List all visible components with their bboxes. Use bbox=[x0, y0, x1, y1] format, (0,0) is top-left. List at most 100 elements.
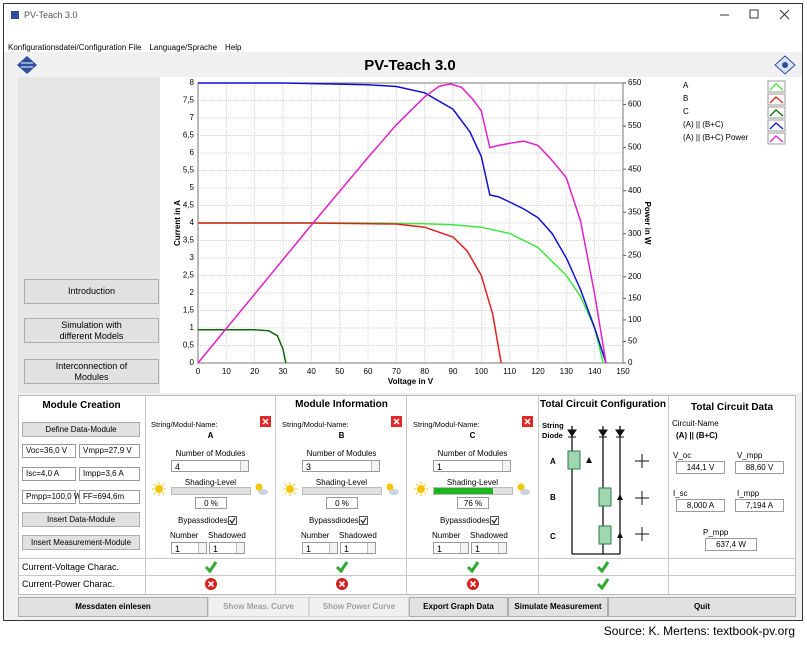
number-value: 1 bbox=[175, 544, 181, 554]
number-input[interactable]: 1 bbox=[302, 542, 338, 554]
spinner bbox=[240, 461, 248, 471]
sun-icon bbox=[414, 482, 428, 496]
x-tick-label: 30 bbox=[279, 367, 288, 376]
shading-track bbox=[433, 487, 513, 495]
close-icon bbox=[522, 416, 533, 427]
row-label: Current-Power Charac. bbox=[22, 579, 115, 589]
count-label: Number of Modules bbox=[437, 449, 508, 458]
number-input[interactable]: 3 bbox=[302, 460, 380, 472]
y2-tick-label: 450 bbox=[628, 164, 642, 173]
legend-label: A bbox=[683, 81, 689, 90]
nav-button[interactable]: Simulation with different Models bbox=[24, 318, 159, 343]
y-tick-label: 4 bbox=[190, 218, 195, 227]
number-input[interactable]: 1 bbox=[433, 542, 469, 554]
circuit-name-label: Circuit-Name bbox=[672, 419, 719, 428]
bypass-checkbox[interactable] bbox=[228, 516, 237, 525]
legend-swatch bbox=[769, 135, 784, 143]
menu-item[interactable]: Help bbox=[225, 43, 242, 52]
series-line bbox=[198, 82, 607, 364]
result-label: I_mpp bbox=[737, 489, 760, 498]
y-tick-label: 3,5 bbox=[183, 236, 195, 245]
column-divider bbox=[406, 396, 407, 594]
bypass-checkbox[interactable] bbox=[359, 516, 368, 525]
legend-swatch-box bbox=[767, 93, 786, 106]
module-name: C bbox=[469, 431, 476, 440]
result-value: 88,60 V bbox=[735, 461, 784, 474]
check-icon bbox=[335, 561, 349, 574]
legend-label: (A) || (B+C) bbox=[683, 120, 724, 129]
insert-measurement-button[interactable]: Insert Measurement-Module bbox=[22, 535, 140, 550]
y-tick-label: 1 bbox=[190, 323, 195, 332]
error-icon bbox=[467, 578, 479, 590]
number-input[interactable]: 1 bbox=[471, 542, 507, 554]
count-label: Number of Modules bbox=[175, 449, 246, 458]
close-icon bbox=[391, 416, 402, 427]
sun-icon bbox=[283, 482, 297, 496]
nav-button[interactable]: Introduction bbox=[24, 279, 159, 304]
x-tick-label: 20 bbox=[250, 367, 259, 376]
pv-module bbox=[598, 525, 612, 545]
number-input[interactable]: 1 bbox=[340, 542, 376, 554]
logo-right[interactable] bbox=[774, 55, 796, 75]
checkbox-tick bbox=[491, 517, 498, 524]
define-button[interactable]: Define Data-Module bbox=[22, 422, 140, 437]
spinner bbox=[236, 543, 244, 553]
module-panel bbox=[147, 414, 275, 557]
string-label: A bbox=[550, 457, 556, 466]
checkbox-tick bbox=[229, 517, 236, 524]
check-mark bbox=[204, 561, 218, 574]
series-line bbox=[198, 329, 287, 364]
module-panel bbox=[409, 414, 537, 557]
number-value: 3 bbox=[306, 462, 312, 472]
sun bbox=[155, 485, 163, 493]
check-icon bbox=[204, 561, 218, 574]
module-name: B bbox=[338, 431, 345, 440]
section-title: Total Circuit Data bbox=[690, 402, 774, 413]
legend-label: (A) || (B+C) Power bbox=[683, 133, 749, 142]
footer-button[interactable]: Show Power Curve bbox=[309, 597, 409, 617]
footer-button[interactable]: Show Meas. Curve bbox=[208, 597, 309, 617]
checkbox-tick bbox=[360, 517, 367, 524]
footer-button[interactable]: Export Graph Data bbox=[409, 597, 508, 617]
x-tick-label: 60 bbox=[364, 367, 373, 376]
number-input[interactable]: 1 bbox=[171, 542, 207, 554]
bypass-diode bbox=[617, 532, 623, 538]
y2-tick-label: 100 bbox=[628, 315, 642, 324]
result-label: I_sc bbox=[673, 489, 688, 498]
cloud bbox=[258, 489, 268, 495]
nav-button[interactable]: Interconnection of Modules bbox=[24, 359, 159, 384]
sun-rays bbox=[152, 482, 166, 496]
number-input[interactable]: 1 bbox=[433, 460, 511, 472]
check-mark bbox=[596, 561, 610, 574]
y-tick-label: 0,5 bbox=[183, 341, 195, 350]
insert-data-button[interactable]: Insert Data-Module bbox=[22, 512, 140, 527]
y-tick-label: 1,5 bbox=[183, 306, 195, 315]
bypass-diode bbox=[617, 494, 623, 500]
y2-axis-label: Power in W bbox=[643, 201, 652, 245]
row-divider bbox=[19, 575, 795, 576]
y-tick-label: 5 bbox=[190, 183, 195, 192]
spinner bbox=[329, 543, 337, 553]
shading-label: Shading-Level bbox=[184, 478, 237, 487]
check-icon bbox=[596, 561, 610, 574]
footer-button[interactable]: Simulate Measurement bbox=[508, 597, 608, 617]
footer-button[interactable]: Quit bbox=[608, 597, 796, 617]
bypass-checkbox[interactable] bbox=[490, 516, 499, 525]
result-label: P_mpp bbox=[703, 528, 729, 537]
x-tick-label: 40 bbox=[307, 367, 316, 376]
legend-swatch-box bbox=[767, 106, 786, 119]
number-input[interactable]: 4 bbox=[171, 460, 249, 472]
y-tick-label: 0 bbox=[190, 358, 195, 367]
shading-value: 0 % bbox=[195, 497, 227, 509]
legend-swatch bbox=[769, 83, 784, 91]
bypass-label: Bypassdiodes bbox=[309, 516, 359, 525]
footer-button[interactable]: Messdaten einlesen bbox=[18, 597, 208, 617]
series-line bbox=[198, 222, 502, 364]
menu-item[interactable]: Konfigurationsdatei/Configuration File bbox=[8, 43, 142, 52]
sun bbox=[286, 485, 294, 493]
x-tick-label: 70 bbox=[392, 367, 401, 376]
shading-bar bbox=[434, 488, 494, 494]
x-tick-label: 110 bbox=[503, 367, 516, 376]
number-input[interactable]: 1 bbox=[209, 542, 245, 554]
menu-item[interactable]: Language/Sprache bbox=[149, 43, 218, 52]
